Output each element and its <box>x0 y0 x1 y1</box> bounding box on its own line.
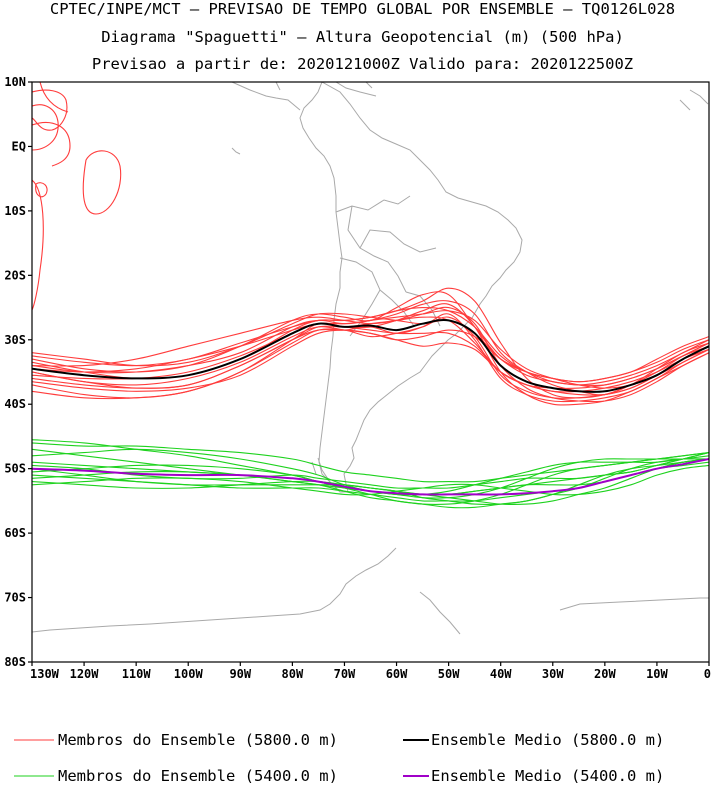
legend: Membros do Ensemble (5800.0 m) Ensemble M… <box>14 731 664 785</box>
y-tick-label: 20S <box>4 268 26 282</box>
tropical-member-contour-3 <box>32 179 44 311</box>
tropical-member-contour-5 <box>35 182 48 198</box>
legend-label: Membros do Ensemble (5800.0 m) <box>58 731 338 749</box>
tropical-member-contour-1 <box>32 89 68 131</box>
axes: 10N EQ 10S 20S 30S 40S 50S 60S 70S 80S 130W 120W 110… <box>4 75 711 681</box>
country-borders <box>335 195 441 337</box>
x-tick-label: 130W <box>30 667 60 681</box>
member-line-5400-8 <box>32 464 709 496</box>
series-layer <box>32 82 709 509</box>
x-tick-label: 100W <box>174 667 204 681</box>
x-tick-label: 20W <box>594 667 616 681</box>
chart-subtitle: Diagrama "Spaguetti" — Altura Geopotenci… <box>101 28 624 46</box>
mean-line-5800 <box>32 319 709 393</box>
mean-line-5400 <box>32 458 709 496</box>
member-line-5400-6 <box>32 458 709 509</box>
member-line-5400-4 <box>32 458 709 506</box>
y-tick-label: EQ <box>12 139 26 153</box>
legend-label: Ensemble Medio (5400.0 m) <box>431 767 664 785</box>
member-line-5800-6 <box>32 322 709 399</box>
member-line-5400-11 <box>32 439 709 496</box>
legend-label: Membros do Ensemble (5400.0 m) <box>58 767 338 785</box>
y-tick-label: 80S <box>4 655 26 669</box>
legend-label: Ensemble Medio (5800.0 m) <box>431 731 664 749</box>
member-line-5800-12 <box>32 316 709 400</box>
chart-validity: Previsao a partir de: 2020121000Z Valido… <box>91 55 634 73</box>
y-tick-label: 40S <box>4 397 26 411</box>
tropical-member-contour-4 <box>82 150 122 215</box>
member-line-5800-9 <box>32 307 709 383</box>
y-tick-label: 60S <box>4 526 26 540</box>
x-tick-label: 70W <box>334 667 356 681</box>
member-line-5400-5 <box>32 452 709 489</box>
member-line-5800-5 <box>32 287 709 399</box>
member-line-5800-8 <box>32 329 709 393</box>
x-tick-label: 40W <box>490 667 512 681</box>
x-tick-label: 50W <box>438 667 460 681</box>
tropical-member-contour-6 <box>32 121 71 167</box>
member-line-5800-7 <box>32 306 709 403</box>
y-tick-label: 30S <box>4 333 26 347</box>
y-tick-label: 70S <box>4 591 26 605</box>
x-tick-label: 0 <box>704 667 711 681</box>
x-tick-label: 110W <box>122 667 152 681</box>
member-line-5800-4 <box>32 326 709 387</box>
y-tick-label: 50S <box>4 462 26 476</box>
x-tick-label: 90W <box>229 667 251 681</box>
member-line-5800-14 <box>32 316 709 390</box>
antarctic-peninsula <box>32 547 397 633</box>
member-line-5800-13 <box>32 310 709 389</box>
chart-title: CPTEC/INPE/MCT — PREVISAO DE TEMPO GLOBA… <box>49 0 676 18</box>
x-tick-label: 80W <box>282 667 304 681</box>
plot-frame <box>31 81 710 663</box>
south-america-coast <box>299 82 523 493</box>
x-tick-label: 30W <box>542 667 564 681</box>
y-tick-label: 10N <box>4 75 26 89</box>
x-tick-label: 10W <box>646 667 668 681</box>
tropical-member-contour-7 <box>39 82 69 113</box>
coastline-map <box>32 82 709 635</box>
y-tick-label: 10S <box>4 204 26 218</box>
central-america-coast <box>231 82 377 111</box>
x-tick-label: 60W <box>386 667 408 681</box>
tropical-member-contour-2 <box>32 104 59 151</box>
member-line-5400-7 <box>32 448 709 496</box>
member-line-5400-3 <box>32 448 709 499</box>
member-line-5400-12 <box>32 458 709 506</box>
member-line-5800-10 <box>32 303 709 406</box>
x-tick-label: 120W <box>70 667 100 681</box>
